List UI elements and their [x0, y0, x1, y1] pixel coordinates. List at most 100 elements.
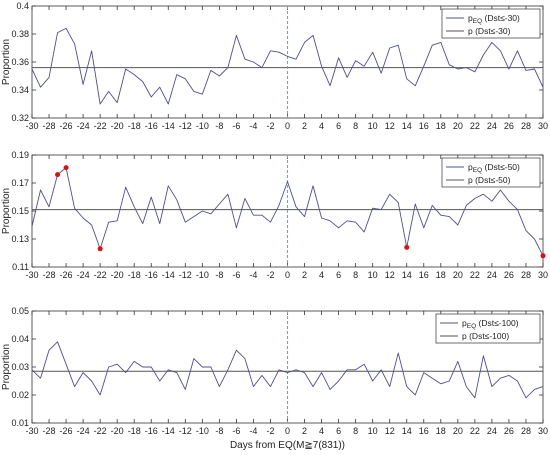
- x-tick-label: 8: [353, 270, 358, 280]
- x-tick-label: -20: [111, 426, 124, 436]
- legend-box: [441, 8, 541, 39]
- x-tick-label: -10: [196, 426, 209, 436]
- x-tick-label: -6: [232, 121, 240, 131]
- x-tick-label: -4: [249, 426, 257, 436]
- x-tick-label: -30: [25, 270, 38, 280]
- legend-label: pEQ (Dst≤-50): [468, 162, 520, 174]
- x-tick-label: -16: [145, 121, 158, 131]
- x-tick-label: 2: [302, 121, 307, 131]
- x-tick-label: 22: [470, 121, 480, 131]
- x-tick-label: -24: [77, 270, 90, 280]
- y-axis-label: Proportion: [1, 39, 12, 85]
- x-tick-label: 20: [453, 270, 463, 280]
- x-tick-label: 8: [353, 426, 358, 436]
- x-tick-label: -10: [196, 270, 209, 280]
- x-tick-label: 12: [385, 426, 395, 436]
- x-tick-label: -6: [232, 426, 240, 436]
- x-tick-label: -14: [162, 426, 175, 436]
- legend-box: [435, 313, 541, 344]
- highlight-point: [63, 165, 69, 171]
- x-tick-label: -28: [43, 270, 56, 280]
- x-tick-label: 4: [319, 426, 324, 436]
- x-tick-label: 0: [285, 426, 290, 436]
- x-tick-label: -16: [145, 426, 158, 436]
- x-tick-label: 2: [302, 426, 307, 436]
- x-tick-label: 28: [521, 270, 531, 280]
- x-tick-label: -26: [60, 270, 73, 280]
- highlight-point: [97, 246, 103, 252]
- x-tick-label: -26: [60, 121, 73, 131]
- x-axis-label: Days from EQ(M≧7(831)): [230, 440, 345, 451]
- y-tick-label: 0.4: [16, 1, 29, 11]
- y-tick-label: 0.17: [11, 178, 29, 188]
- series-line: [31, 27, 544, 105]
- y-tick-label: 0.32: [11, 113, 29, 123]
- highlight-point: [404, 244, 410, 250]
- x-tick-label: 18: [436, 270, 446, 280]
- x-tick-label: 8: [353, 121, 358, 131]
- x-tick-label: -18: [128, 270, 141, 280]
- y-tick-label: 0.15: [11, 206, 29, 216]
- x-tick-label: 6: [336, 426, 341, 436]
- x-tick-label: -26: [60, 426, 73, 436]
- x-tick-label: 10: [368, 426, 378, 436]
- y-tick-label: 0.34: [11, 85, 29, 95]
- chart-panel-1: 0.320.340.360.380.4-30 -28 -26 -24 -22 -20 -18…: [1, 1, 548, 131]
- x-tick-label: 16: [419, 121, 429, 131]
- x-tick-label: 12: [385, 121, 395, 131]
- legend: pEQ (Dst≤-100)p (Dst≤-100): [435, 313, 541, 344]
- y-tick-label: 0.38: [11, 29, 29, 39]
- x-tick-label: 24: [487, 426, 497, 436]
- x-tick-label: -18: [128, 121, 141, 131]
- x-tick-label: -12: [179, 270, 192, 280]
- x-tick-label: 16: [419, 270, 429, 280]
- x-tick-label: 24: [487, 121, 497, 131]
- y-tick-label: 0.19: [11, 150, 29, 160]
- x-tick-label: -8: [215, 426, 223, 436]
- x-tick-label: 16: [419, 426, 429, 436]
- x-tick-label: 22: [470, 270, 480, 280]
- x-tick-label: -14: [162, 121, 175, 131]
- x-tick-label: -2: [266, 121, 274, 131]
- x-tick-label: -4: [249, 121, 257, 131]
- x-tick-label: -2: [266, 270, 274, 280]
- x-tick-label: 26: [504, 121, 514, 131]
- x-tick-label: -28: [43, 426, 56, 436]
- y-axis-label: Proportion: [1, 344, 12, 390]
- x-tick-label: 20: [453, 426, 463, 436]
- x-tick-label: 20: [453, 121, 463, 131]
- x-tick-label: 18: [436, 426, 446, 436]
- x-tick-label: -24: [77, 121, 90, 131]
- x-tick-label: 14: [402, 270, 412, 280]
- x-tick-label: 30: [538, 270, 548, 280]
- chart-panel-3: 0.010.020.030.040.05-30 -28 -26 -24 -22 -20 -1…: [1, 306, 548, 451]
- x-tick-label: -30: [25, 426, 38, 436]
- x-tick-label: -22: [94, 121, 107, 131]
- x-tick-label: 22: [470, 426, 480, 436]
- series-line: [31, 341, 544, 399]
- highlight-point: [540, 253, 546, 259]
- x-tick-label: 6: [336, 270, 341, 280]
- x-tick-label: 26: [504, 426, 514, 436]
- x-tick-label: -18: [128, 426, 141, 436]
- x-tick-label: -16: [145, 270, 158, 280]
- x-tick-label: 4: [319, 270, 324, 280]
- x-tick-label: -2: [266, 426, 274, 436]
- x-tick-label: 30: [538, 426, 548, 436]
- x-tick-label: -8: [215, 270, 223, 280]
- legend-label: p (Dst≤-100): [462, 331, 509, 341]
- x-tick-label: -22: [94, 270, 107, 280]
- x-tick-label: 28: [521, 121, 531, 131]
- x-tick-label: 0: [285, 121, 290, 131]
- y-tick-label: 0.03: [11, 362, 29, 372]
- x-tick-label: -12: [179, 121, 192, 131]
- x-tick-label: -12: [179, 426, 192, 436]
- x-tick-label: -28: [43, 121, 56, 131]
- x-tick-label: -6: [232, 270, 240, 280]
- x-tick-label: 30: [538, 121, 548, 131]
- y-tick-label: 0.02: [11, 390, 29, 400]
- x-tick-label: 28: [521, 426, 531, 436]
- legend-label: pEQ (Dst≤-30): [468, 13, 520, 25]
- y-tick-label: 0.11: [12, 262, 29, 272]
